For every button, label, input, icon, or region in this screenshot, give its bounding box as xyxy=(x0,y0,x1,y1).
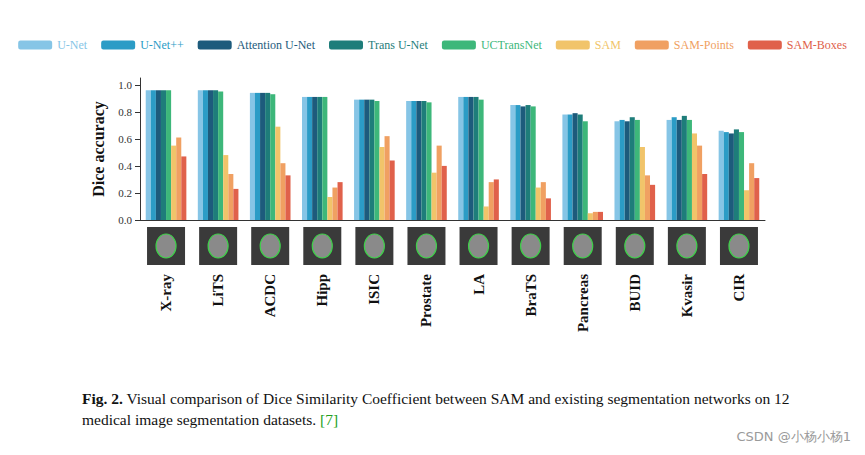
svg-text:CIR: CIR xyxy=(731,274,747,302)
svg-text:Pancreas: Pancreas xyxy=(575,274,591,332)
svg-text:SAM: SAM xyxy=(595,38,621,52)
svg-text:0.0: 0.0 xyxy=(118,214,132,226)
svg-text:X-ray: X-ray xyxy=(158,274,174,312)
svg-text:Trans U-Net: Trans U-Net xyxy=(368,38,429,52)
html-text:Fig. 2. Visual comparison of D: Fig. 2. Visual comparison of Dice Simila… xyxy=(82,390,790,428)
svg-text:ACDC: ACDC xyxy=(262,274,278,317)
svg-text:Kvasir: Kvasir xyxy=(679,274,695,318)
svg-text:0.4: 0.4 xyxy=(118,160,132,172)
svg-text:Prostate: Prostate xyxy=(418,274,434,327)
svg-text:0.6: 0.6 xyxy=(118,133,132,145)
svg-text:SAM-Points: SAM-Points xyxy=(674,38,734,52)
svg-text:U-Net++: U-Net++ xyxy=(140,38,184,52)
svg-text:UCTransNet: UCTransNet xyxy=(481,38,543,52)
svg-text:Attention U-Net: Attention U-Net xyxy=(237,38,316,52)
svg-text:0.8: 0.8 xyxy=(118,106,132,118)
svg-text:LA: LA xyxy=(471,274,487,295)
svg-text:0.2: 0.2 xyxy=(118,187,132,199)
svg-text:ISIC: ISIC xyxy=(366,274,382,305)
svg-text:LiTS: LiTS xyxy=(210,274,226,307)
svg-text:U-Net: U-Net xyxy=(57,38,88,52)
svg-text:BUID: BUID xyxy=(627,274,643,312)
svg-text:SAM-Boxes: SAM-Boxes xyxy=(787,38,847,52)
html-text:CSDN @小杨小杨1: CSDN @小杨小杨1 xyxy=(736,429,851,444)
svg-text:Hipp: Hipp xyxy=(314,274,330,307)
svg-text:Dice accuracy: Dice accuracy xyxy=(90,101,108,197)
svg-text:BraTS: BraTS xyxy=(523,274,539,317)
svg-text:1.0: 1.0 xyxy=(118,79,132,91)
